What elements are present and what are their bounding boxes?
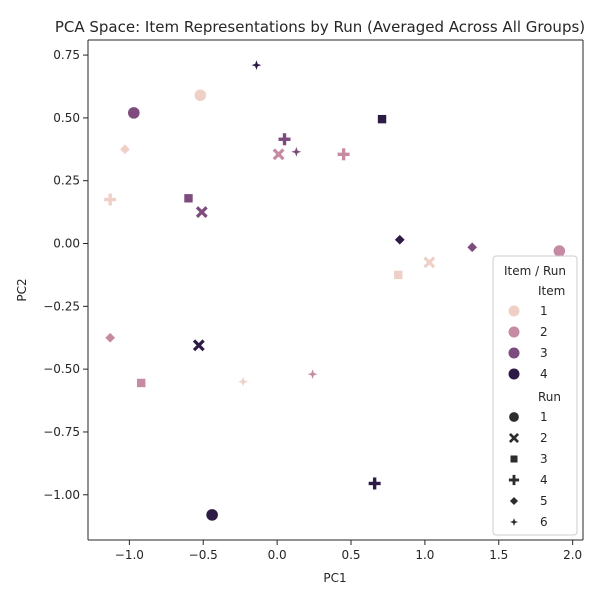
data-point-item-4-run-5 xyxy=(393,233,406,246)
data-point-item-2-run-3 xyxy=(136,377,147,388)
svg-text:3: 3 xyxy=(540,346,548,360)
data-point-item-4-run-6 xyxy=(250,58,263,72)
legend-item-4: 4 xyxy=(508,367,548,381)
y-tick-label: −0.25 xyxy=(43,299,80,313)
svg-text:2: 2 xyxy=(540,431,548,445)
x-tick-label: −1.0 xyxy=(115,548,144,562)
data-point-item-4-run-3 xyxy=(377,114,388,125)
legend-hue-title: Item xyxy=(538,284,565,298)
data-point-item-1-run-3 xyxy=(393,269,404,280)
svg-text:3: 3 xyxy=(540,452,548,466)
data-point-item-2-run-1 xyxy=(552,244,566,258)
svg-text:1: 1 xyxy=(540,304,548,318)
x-tick-label: 1.5 xyxy=(489,548,508,562)
data-point-item-4-run-2 xyxy=(192,339,205,352)
x-tick-label: 1.0 xyxy=(415,548,434,562)
x-tick-label: 2.0 xyxy=(563,548,582,562)
data-point-item-4-run-1 xyxy=(205,508,219,522)
legend-item-2: 2 xyxy=(508,325,548,339)
data-point-item-2-run-5 xyxy=(104,331,117,344)
legend-item-1: 1 xyxy=(508,304,548,318)
legend: Item / Run Item Run 1 2 3 4 1 2 3 4 5 6 xyxy=(492,255,578,536)
svg-text:2: 2 xyxy=(540,325,548,339)
data-point-item-2-run-2 xyxy=(272,148,285,161)
x-tick-label: 0.0 xyxy=(268,548,287,562)
x-tick-label: −0.5 xyxy=(189,548,218,562)
data-point-item-3-run-1 xyxy=(127,106,141,120)
y-tick-label: 0.25 xyxy=(53,174,80,188)
data-point-item-1-run-5 xyxy=(118,143,131,156)
chart-title: PCA Space: Item Representations by Run (… xyxy=(55,18,585,36)
data-point-item-3-run-6 xyxy=(289,145,303,159)
legend-run-5: 5 xyxy=(508,494,548,508)
legend-style-title: Run xyxy=(538,390,561,404)
data-point-item-3-run-3 xyxy=(183,193,194,204)
data-point-item-1-run-4 xyxy=(104,193,117,206)
data-point-item-1-run-1 xyxy=(193,88,207,102)
legend-item-3: 3 xyxy=(508,346,548,360)
data-point-item-1-run-2 xyxy=(423,256,436,269)
legend-run-6: 6 xyxy=(508,515,548,529)
data-point-item-3-run-4 xyxy=(278,133,291,146)
data-point-item-4-run-4 xyxy=(368,477,381,490)
y-tick-label: 0.50 xyxy=(53,111,80,125)
y-tick-label: −0.75 xyxy=(43,425,80,439)
legend-title: Item / Run xyxy=(504,264,566,278)
x-axis-label: PC1 xyxy=(323,571,346,585)
data-point-item-3-run-2 xyxy=(195,206,208,219)
data-marks xyxy=(104,58,566,522)
legend-box xyxy=(492,255,578,536)
svg-text:5: 5 xyxy=(540,494,548,508)
legend-run-2: 2 xyxy=(508,431,548,445)
svg-text:4: 4 xyxy=(540,367,548,381)
y-tick-label: 0.75 xyxy=(53,48,80,62)
y-axis-ticks: −1.00 −0.75 −0.50 −0.25 0.00 0.25 0.50 0.75 xyxy=(43,48,88,502)
y-tick-label: 0.00 xyxy=(53,237,80,251)
data-point-item-3-run-5 xyxy=(466,241,479,254)
svg-text:4: 4 xyxy=(540,473,548,487)
y-tick-label: −0.50 xyxy=(43,362,80,376)
svg-text:1: 1 xyxy=(540,410,548,424)
x-axis-ticks: −1.0 −0.5 0.0 0.5 1.0 1.5 2.0 xyxy=(115,540,582,562)
legend-entries: 1 2 3 4 1 2 3 4 5 6 xyxy=(508,304,548,529)
legend-run-4: 4 xyxy=(508,473,548,487)
y-axis-label: PC2 xyxy=(15,278,29,301)
data-point-item-2-run-4 xyxy=(337,148,350,161)
svg-text:6: 6 xyxy=(540,515,548,529)
legend-run-1: 1 xyxy=(508,410,548,424)
y-tick-label: −1.00 xyxy=(43,488,80,502)
legend-run-3: 3 xyxy=(509,452,548,466)
data-point-item-1-run-6 xyxy=(236,375,250,389)
data-point-item-2-run-6 xyxy=(306,367,319,381)
x-tick-label: 0.5 xyxy=(341,548,360,562)
